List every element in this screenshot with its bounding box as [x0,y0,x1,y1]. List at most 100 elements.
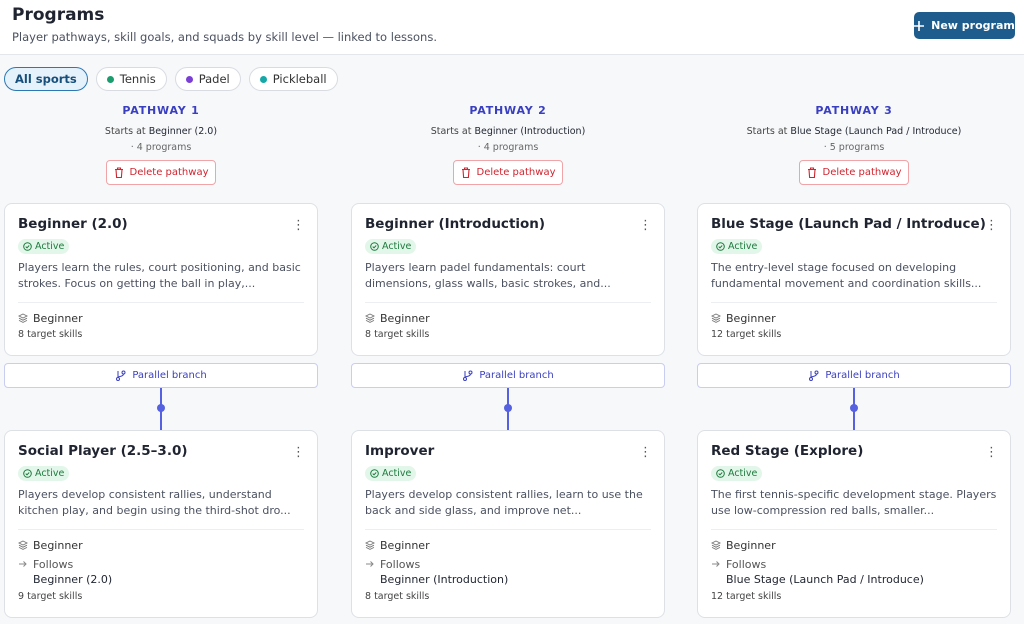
follows-row: Follows [365,557,651,571]
program-name: Beginner (Introduction) [365,216,546,232]
delete-pathway-button[interactable]: Delete pathway [106,160,216,185]
level-row: Beginner [18,538,304,552]
target-skills: 8 target skills [365,329,430,340]
check-icon-svg [716,469,725,478]
program-description: Players learn padel fundamentals: court … [365,261,611,290]
pathway-header: PATHWAY 2 Starts at Beginner (Introductio… [351,104,665,185]
parallel-branch-button[interactable]: Parallel branch [4,363,318,388]
layers-icon [711,540,721,550]
filter-label: All sports [15,72,77,86]
start-program: Beginner (2.0) [148,126,218,137]
divider [365,529,651,530]
check-icon-svg [370,242,379,251]
program-name: Beginner (2.0) [18,216,128,232]
status-badge: Active [365,466,417,481]
program-description: Players develop consistent rallies, unde… [18,488,291,517]
program-description: The first tennis-specific development st… [711,488,997,517]
divider [18,529,304,530]
target-skills: 12 target skills [711,329,782,340]
layers-icon [365,313,375,323]
branch-icon-svg [809,370,819,381]
pathway-header: PATHWAY 1 Starts at Beginner (2.0) · 4 pro… [4,104,318,185]
target-skills: 12 target skills [711,591,782,602]
filter-chip[interactable]: All sports [4,67,88,91]
layers-icon [18,313,28,323]
arrow-icon [711,560,721,568]
layers-icon [711,313,721,323]
status-badge: Active [711,466,763,481]
follows-label: Follows [33,557,74,571]
follows-label: Follows [380,557,421,571]
more-menu[interactable]: ⋮ [985,445,998,460]
sport-dot [106,75,114,83]
more-menu[interactable]: ⋮ [292,218,305,233]
trash-icon [807,167,817,178]
program-description: Players develop consistent rallies, lear… [365,488,643,517]
pathway-column: PATHWAY 3 Starts at Blue Stage (Launch Pa… [697,100,1011,618]
trash-icon-svg [461,167,470,178]
arrow-icon-svg [366,561,374,567]
layers-icon-svg [365,540,375,550]
level-row: Beginner [18,311,304,325]
starts-at-label: Starts at [104,126,146,137]
program-name: Improver [365,443,435,459]
program-description: The entry-level stage focused on develop… [711,261,982,290]
layers-icon-svg [711,313,721,323]
new-program-button[interactable]: New program [914,12,1015,39]
trash-icon [114,167,124,178]
starts-at-label: Starts at [430,126,472,137]
program-card[interactable]: Red Stage (Explore) ⋮ Active The first tenn… [697,430,1011,618]
program-card[interactable]: Beginner (2.0) ⋮ Active Players learn the r… [4,203,318,356]
delete-label: Delete pathway [476,167,556,178]
more-menu[interactable]: ⋮ [985,218,998,233]
check-icon-svg [370,469,379,478]
program-name: Red Stage (Explore) [711,443,864,459]
program-card[interactable]: Improver ⋮ Active Players develop consisten… [351,430,665,618]
page-title: Programs [12,5,105,25]
more-menu[interactable]: ⋮ [639,445,652,460]
program-card[interactable]: Beginner (Introduction) ⋮ Active Players le… [351,203,665,356]
check-icon [370,242,379,251]
program-count: · 4 programs [477,142,539,153]
sport-filters: All sports Tennis Padel Pickleball [4,67,338,91]
check-icon-svg [23,469,32,478]
more-menu[interactable]: ⋮ [639,218,652,233]
more-menu[interactable]: ⋮ [292,445,305,460]
trash-icon-svg [807,167,816,178]
pathway-title: PATHWAY 2 [469,104,547,117]
delete-pathway-button[interactable]: Delete pathway [799,160,909,185]
filter-chip[interactable]: Tennis [95,67,167,91]
start-program: Beginner (Introduction) [474,126,586,137]
delete-label: Delete pathway [822,167,902,178]
parallel-branch-button[interactable]: Parallel branch [351,363,665,388]
delete-label: Delete pathway [129,167,209,178]
program-card[interactable]: Social Player (2.5–3.0) ⋮ Active Players de… [4,430,318,618]
check-icon [716,242,725,251]
parallel-branch-button[interactable]: Parallel branch [697,363,1011,388]
trash-icon [461,167,471,178]
program-card[interactable]: Blue Stage (Launch Pad / Introduce) ⋮ Acti… [697,203,1011,356]
plus-icon [914,20,925,31]
check-icon [23,242,32,251]
divider [711,529,997,530]
status-label: Active [728,241,758,252]
status-badge: Active [711,239,763,254]
filter-chip[interactable]: Padel [174,67,241,91]
layers-icon-svg [18,540,28,550]
divider [711,302,997,303]
pathway-title: PATHWAY 1 [122,104,200,117]
filter-label: Pickleball [272,72,327,86]
follows-label: Follows [726,557,767,571]
status-label: Active [382,468,412,479]
status-badge: Active [18,239,70,254]
delete-pathway-button[interactable]: Delete pathway [453,160,563,185]
sport-dot [185,75,193,83]
check-icon [23,469,32,478]
branch-icon [115,370,126,381]
branch-label: Parallel branch [479,370,554,381]
status-label: Active [35,241,65,252]
check-icon-svg [23,242,32,251]
level-label: Beginner [33,538,83,552]
divider [365,302,651,303]
filter-chip[interactable]: Pickleball [248,67,338,91]
